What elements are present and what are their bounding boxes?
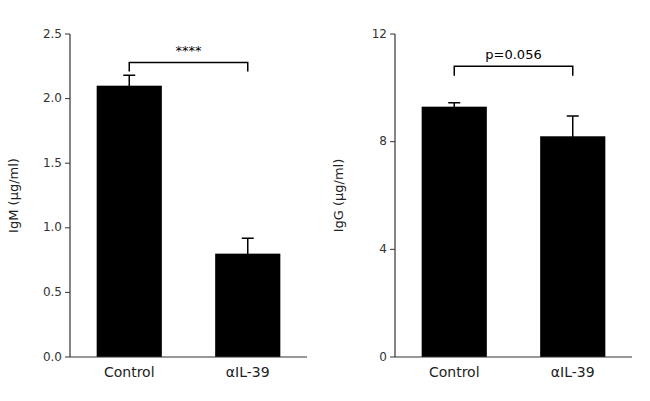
y-axis-label: IgG (μg/ml) (331, 159, 346, 233)
bars (422, 107, 606, 357)
significance-text: **** (176, 43, 203, 58)
error-bar (567, 116, 579, 156)
significance-bracket (129, 62, 248, 71)
y-axis-line (69, 34, 70, 357)
y-tick (390, 249, 395, 250)
y-tick-label: 0 (379, 350, 387, 364)
x-tick-label: αIL-39 (551, 364, 595, 380)
y-tick-label: 2.5 (43, 27, 62, 41)
y-tick (65, 98, 70, 99)
x-axis-line (395, 356, 632, 357)
y-tick-label: 0.0 (43, 350, 62, 364)
x-axis-line (70, 356, 307, 357)
error-bar (123, 75, 135, 96)
y-tick-label: 0.5 (43, 285, 62, 299)
y-tick (390, 357, 395, 358)
y-tick (390, 141, 395, 142)
error-bar (242, 238, 254, 269)
bar (97, 86, 162, 357)
y-tick (390, 34, 395, 35)
x-tick-label: αIL-39 (226, 364, 270, 380)
y-tick-label: 1.0 (43, 220, 62, 234)
y-tick-label: 4 (379, 242, 387, 256)
background (0, 0, 650, 401)
y-tick (65, 292, 70, 293)
y-ticks: 0 4 8 12 (372, 27, 395, 364)
y-tick-label: 1.5 (43, 156, 62, 170)
y-ticks: 0.0 0.5 1.0 1.5 2.0 2.5 (43, 27, 70, 364)
error-bars (448, 103, 579, 157)
bar (540, 136, 605, 357)
y-tick (65, 227, 70, 228)
error-bar (448, 103, 460, 111)
bars (97, 86, 281, 357)
y-tick (65, 357, 70, 358)
y-tick (65, 163, 70, 164)
y-axis-label: IgM (μg/ml) (6, 158, 21, 233)
chart-svg: 0.0 0.5 1.0 1.5 2.0 2.5 Control αIL-39 IgM (μg/m… (0, 0, 650, 401)
significance-text: p=0.056 (485, 47, 541, 62)
y-axis-line (394, 34, 395, 357)
y-tick-label: 12 (372, 27, 387, 41)
y-tick-label: 8 (379, 134, 387, 148)
x-tick-label: Control (104, 364, 155, 380)
error-bars (123, 75, 254, 269)
x-tick-label: Control (429, 364, 480, 380)
y-tick (65, 34, 70, 35)
y-tick-label: 2.0 (43, 91, 62, 105)
bar (422, 107, 487, 357)
chart-root: 0.0 0.5 1.0 1.5 2.0 2.5 Control αIL-39 IgM (μg/m… (0, 0, 650, 401)
significance-bracket (454, 66, 573, 75)
panel: 0 4 8 12 Control αIL-39 IgG (μg/ml) p=0.056 (331, 27, 632, 381)
panel: 0.0 0.5 1.0 1.5 2.0 2.5 Control αIL-39 IgM (μg/m… (6, 27, 307, 381)
